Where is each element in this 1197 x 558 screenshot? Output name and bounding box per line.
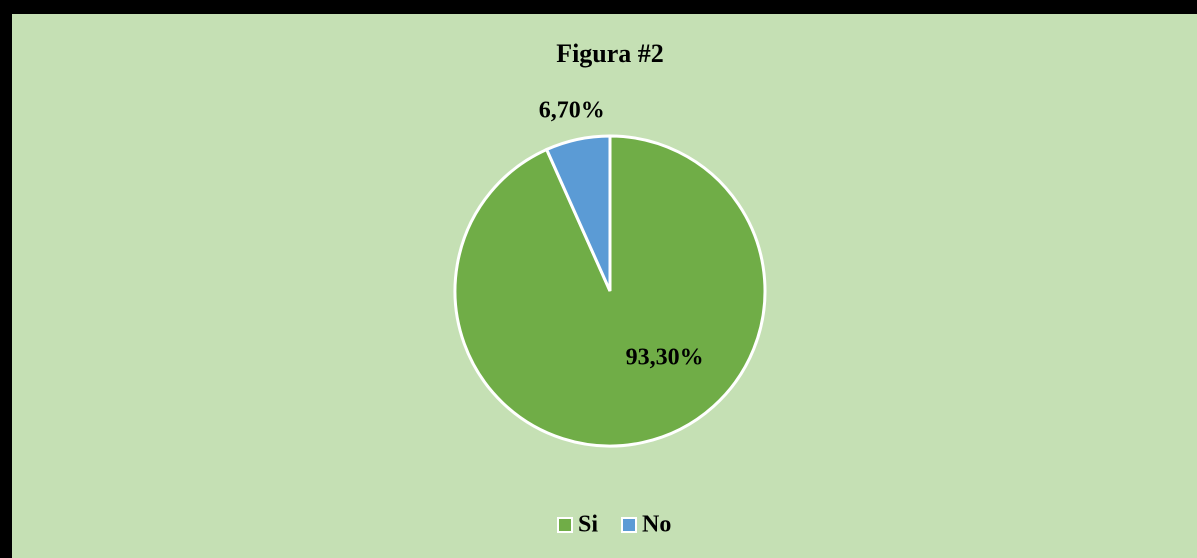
legend-label: No xyxy=(642,512,671,538)
legend-swatch xyxy=(621,517,637,533)
data-label: 93,30% xyxy=(626,345,704,371)
legend-label: Si xyxy=(578,512,598,538)
legend-swatch xyxy=(557,517,573,533)
data-label: 6,70% xyxy=(539,98,605,124)
pie-slice xyxy=(544,134,612,292)
chart-title: Figura #2 xyxy=(556,39,664,68)
